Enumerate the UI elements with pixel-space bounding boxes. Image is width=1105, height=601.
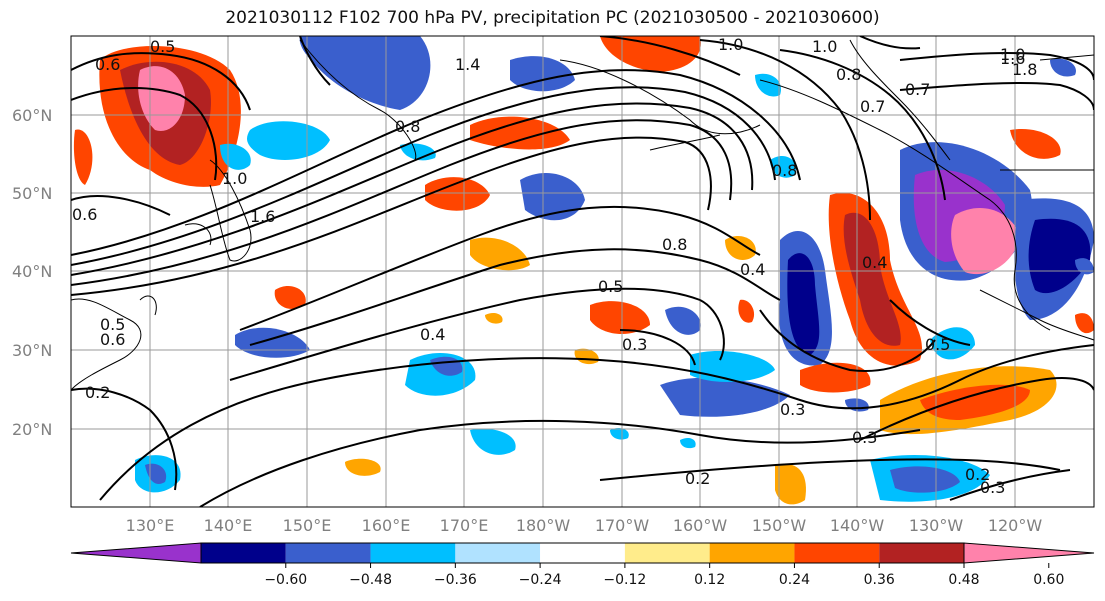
contour-label: 0.3 <box>622 335 647 354</box>
colorbar-bin <box>709 543 795 563</box>
colorbar-arrow-low <box>70 542 202 564</box>
contour-label: 0.2 <box>965 465 990 484</box>
colorbar-bin <box>370 543 456 563</box>
contour-label: 0.6 <box>100 330 125 349</box>
lat-label: 30°N <box>12 341 52 360</box>
lon-label: 180°W <box>516 516 571 535</box>
contour-label: 1.0 <box>718 35 743 54</box>
lat-label: 60°N <box>12 106 52 125</box>
lon-label: 160°W <box>673 516 728 535</box>
contour-label: 0.5 <box>150 37 175 56</box>
contour-label: 0.5 <box>598 277 623 296</box>
colorbar: −0.60 −0.48 −0.36 −0.24 −0.12 0.12 0.24 0.36 0.4… <box>70 542 1095 588</box>
lon-label: 140°E <box>204 516 253 535</box>
lon-label: 170°E <box>440 516 489 535</box>
contour-label: 1.6 <box>1000 49 1025 68</box>
contour-labels: 0.5 0.6 1.4 1.0 1.0 1.0 0.8 0.7 0.8 0.8 … <box>72 35 1037 497</box>
colorbar-tick-label: −0.48 <box>349 572 392 588</box>
contour-label: 0.3 <box>980 478 1005 497</box>
lon-label: 140°W <box>830 516 885 535</box>
contour-label: 0.8 <box>662 235 687 254</box>
lon-label: 130°E <box>126 516 175 535</box>
colorbar-tick-label: 0.24 <box>779 572 810 588</box>
contour-label: 1.0 <box>1000 45 1025 64</box>
contour-label: 0.6 <box>95 55 120 74</box>
contour-label: 0.3 <box>852 428 877 447</box>
colorbar-bin <box>540 543 625 563</box>
lon-label: 160°E <box>362 516 411 535</box>
contour-label: 0.5 <box>925 335 950 354</box>
colorbar-bin <box>879 543 964 563</box>
lat-label: 20°N <box>12 420 52 439</box>
colorbar-bin <box>285 543 371 563</box>
colorbar-bin <box>794 543 880 563</box>
contour-label: 0.4 <box>740 260 765 279</box>
contour-label: 1.4 <box>455 55 480 74</box>
lat-label: 50°N <box>12 184 52 203</box>
contour-label: 1.0 <box>812 37 837 56</box>
latitude-labels: 60°N 50°N 40°N 30°N 20°N <box>12 106 52 439</box>
contour-label: 0.4 <box>862 253 887 272</box>
contour-label: 0.2 <box>85 383 110 402</box>
contour-label: 0.3 <box>780 400 805 419</box>
lon-label: 150°E <box>283 516 332 535</box>
contour-label: 0.7 <box>860 97 885 116</box>
colorbar-tick-label: 0.12 <box>694 572 725 588</box>
longitude-labels: 130°E 140°E 150°E 160°E 170°E 180°W 170°… <box>126 516 1043 535</box>
lon-label: 170°W <box>595 516 650 535</box>
colorbar-bin <box>201 543 286 563</box>
colorbar-arrow-high <box>963 542 1095 564</box>
contour-label: 0.8 <box>772 161 797 180</box>
colorbar-tick-label: −0.60 <box>264 572 307 588</box>
colorbar-bin <box>624 543 710 563</box>
shaded-anomalies <box>73 36 1094 505</box>
colorbar-tick-label: 0.60 <box>1033 572 1064 588</box>
colorbar-tick-label: −0.36 <box>434 572 477 588</box>
contour-label: 1.8 <box>1012 60 1037 79</box>
contour-label: 0.8 <box>836 65 861 84</box>
pv-contours <box>71 36 1094 507</box>
colorbar-outline <box>200 542 965 564</box>
contour-label: 1.0 <box>222 169 247 188</box>
map-title: 2021030112 F102 700 hPa PV, precipitatio… <box>225 8 880 28</box>
colorbar-bin <box>455 543 541 563</box>
contour-label: 1.6 <box>250 207 275 226</box>
map-border <box>70 35 1095 508</box>
contour-label: 0.2 <box>685 469 710 488</box>
contour-label: 0.7 <box>905 80 930 99</box>
coastlines <box>71 39 1094 391</box>
lon-label: 150°W <box>752 516 807 535</box>
lat-label: 40°N <box>12 262 52 281</box>
colorbar-tick-label: −0.12 <box>603 572 646 588</box>
contour-label: 0.6 <box>72 205 97 224</box>
contour-label: 0.8 <box>395 117 420 136</box>
graticule <box>71 36 1094 507</box>
lon-label: 130°W <box>909 516 964 535</box>
colorbar-tick-label: −0.24 <box>519 572 562 588</box>
colorbar-tick-label: 0.36 <box>864 572 895 588</box>
lon-label: 120°W <box>988 516 1043 535</box>
contour-label: 0.4 <box>420 325 445 344</box>
colorbar-tick-label: 0.48 <box>948 572 979 588</box>
contour-label: 0.5 <box>100 315 125 334</box>
